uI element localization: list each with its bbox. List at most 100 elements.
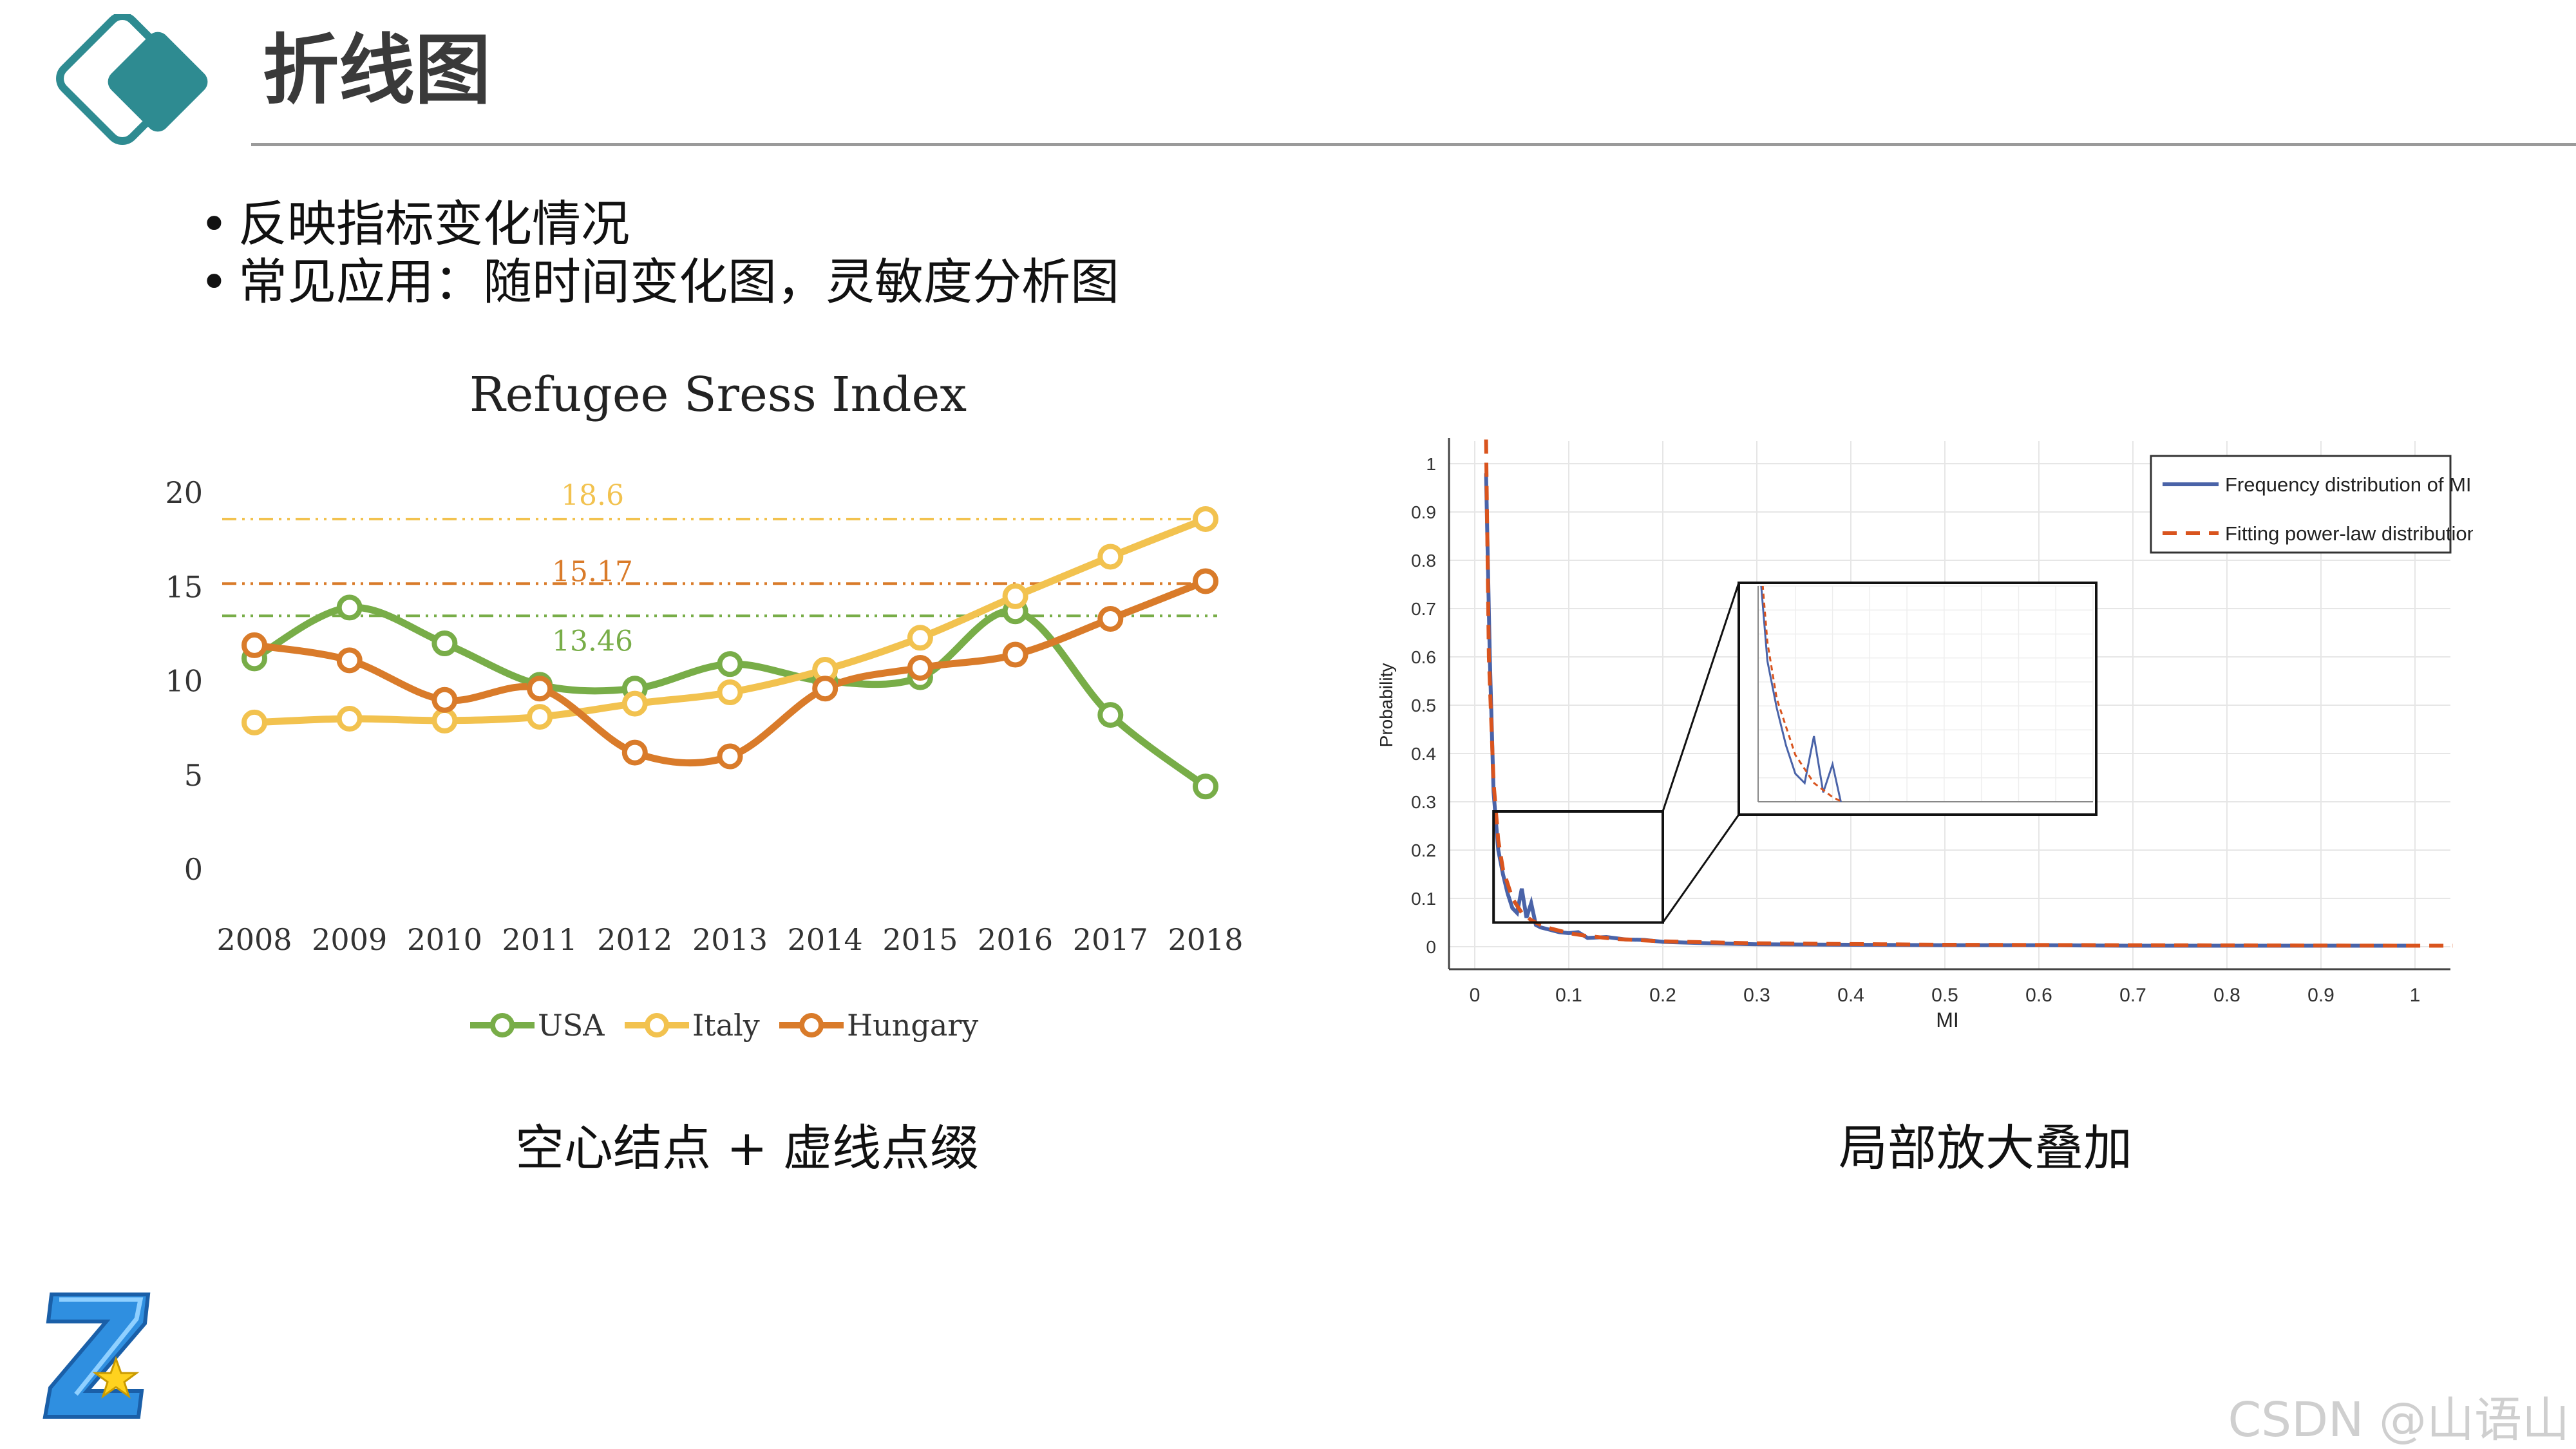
- z-star-logo-icon: [43, 1293, 151, 1419]
- header-logo: [52, 12, 232, 156]
- y-tick-label: 0.4: [1411, 744, 1436, 764]
- x-tick-label: 0.9: [2307, 985, 2334, 1006]
- bullet-item: • 反映指标变化情况: [200, 195, 630, 252]
- data-point-usa: [1097, 702, 1124, 728]
- data-point-hungary: [1097, 605, 1124, 632]
- legend-marker: [645, 1013, 669, 1037]
- x-tick-label: 2008: [216, 922, 292, 957]
- x-tick-label: 2014: [788, 922, 863, 957]
- y-tick-label: 0.5: [1411, 696, 1436, 715]
- zoom-region-box: [1492, 810, 1664, 924]
- legend-marker: [490, 1013, 515, 1037]
- data-point-italy: [1193, 506, 1218, 532]
- y-tick-label: 1: [1426, 454, 1436, 474]
- y-tick-label: 0.8: [1411, 551, 1436, 571]
- x-tick-label: 0.6: [2025, 985, 2052, 1006]
- reference-line-label: 13.46: [552, 625, 633, 658]
- y-tick-label: 0.9: [1411, 502, 1436, 522]
- left-chart-caption: 空心结点 + 虚线点缀: [515, 1119, 979, 1177]
- data-point-usa: [1193, 773, 1218, 800]
- x-tick-label: 0.8: [2213, 985, 2240, 1006]
- data-point-italy: [242, 709, 267, 735]
- y-tick-label: 0.1: [1411, 889, 1436, 909]
- y-tick-label: 0: [184, 852, 203, 887]
- slide-title: 折线图: [263, 26, 491, 115]
- data-point-hungary: [717, 743, 743, 770]
- footer-logo: [39, 1288, 161, 1423]
- inset-power-law-line: [1761, 586, 1844, 802]
- data-point-hungary: [812, 676, 838, 702]
- inset-frequency-line: [1760, 586, 1842, 802]
- legend-label: Italy: [692, 1008, 760, 1043]
- y-tick-label: 0.2: [1411, 840, 1436, 860]
- data-point-hungary: [1193, 568, 1218, 594]
- data-point-hungary: [431, 687, 458, 713]
- x-tick-label: 2013: [692, 922, 768, 957]
- reference-line-label: 15.17: [552, 555, 633, 588]
- x-tick-label: 0.7: [2119, 985, 2146, 1006]
- data-point-usa: [717, 651, 743, 677]
- data-point-italy: [527, 704, 553, 730]
- y-tick-label: 0.6: [1411, 647, 1436, 667]
- diamond-logo-icon: [56, 12, 208, 145]
- bullet-text: 反映指标变化情况: [238, 195, 630, 252]
- x-tick-label: 2018: [1168, 922, 1243, 957]
- x-tick-label: 0.3: [1743, 985, 1770, 1006]
- zoom-connector: [1662, 814, 1740, 923]
- y-tick-label: 15: [165, 569, 203, 604]
- legend-label: Frequency distribution of MI: [2225, 473, 2472, 496]
- data-point-hungary: [621, 739, 648, 766]
- y-axis-label: Probability: [1376, 663, 1396, 748]
- data-point-italy: [621, 690, 648, 717]
- refugee-line-chart: Refugee Sress Index 18.6 15.17 13.46 0 5 10 1…: [165, 367, 1243, 1043]
- data-point-italy: [431, 707, 458, 734]
- data-point-hungary: [242, 632, 267, 658]
- x-tick-label: 2011: [502, 922, 578, 957]
- x-tick-label: 0: [1470, 985, 1481, 1006]
- legend-label: USA: [538, 1008, 605, 1043]
- inset-zoom-panel: [1738, 582, 2098, 816]
- watermark: CSDN @山语山: [2228, 1392, 2570, 1448]
- x-tick-label: 0.5: [1931, 985, 1958, 1006]
- x-tick-label: 2012: [597, 922, 672, 957]
- legend-label: Fitting power-law distribution: [2225, 522, 2473, 545]
- x-tick-label: 1: [2410, 985, 2421, 1006]
- y-tick-label: 0.7: [1411, 599, 1436, 619]
- right-chart-caption: 局部放大叠加: [1839, 1119, 2132, 1177]
- reference-line-label: 18.6: [561, 479, 624, 512]
- data-point-italy: [1097, 544, 1124, 570]
- data-point-hungary: [527, 676, 553, 702]
- data-point-hungary: [336, 647, 363, 674]
- y-tick-label: 5: [184, 758, 203, 793]
- x-tick-label: 0.1: [1555, 985, 1582, 1006]
- zoom-connector: [1662, 582, 1740, 812]
- legend-marker: [799, 1013, 824, 1037]
- y-tick-label: 0.3: [1411, 792, 1436, 812]
- header-divider: [251, 143, 2576, 146]
- data-point-usa: [336, 594, 363, 621]
- data-point-usa: [431, 630, 458, 656]
- x-tick-label: 2017: [1073, 922, 1148, 957]
- chart-title: Refugee Sress Index: [469, 367, 967, 422]
- data-point-hungary: [1002, 641, 1028, 668]
- legend-box: [2150, 455, 2452, 554]
- x-tick-label: 2016: [978, 922, 1053, 957]
- y-tick-label: 0: [1426, 937, 1436, 957]
- x-axis-label: MI: [1936, 1009, 1959, 1032]
- data-point-italy: [336, 706, 363, 732]
- x-tick-label: 0.2: [1649, 985, 1676, 1006]
- bullet-item: • 常见应用：随时间变化图，灵敏度分析图: [200, 253, 1119, 310]
- legend-label: Hungary: [847, 1008, 978, 1043]
- x-tick-label: 0.4: [1837, 985, 1864, 1006]
- x-tick-label: 2010: [407, 922, 482, 957]
- bullet-text: 常见应用：随时间变化图，灵敏度分析图: [238, 253, 1119, 310]
- data-point-hungary: [907, 655, 933, 681]
- data-point-italy: [717, 679, 743, 706]
- x-tick-label: 2009: [312, 922, 387, 957]
- power-law-fit-line: [1484, 439, 2453, 948]
- data-point-italy: [1002, 583, 1028, 609]
- y-tick-label: 10: [165, 664, 203, 699]
- x-tick-label: 2015: [882, 922, 958, 957]
- data-point-italy: [907, 625, 933, 651]
- mi-distribution-chart: 0 0.1 0.2 0.3 0.4 0.5 0.6 0.7 0.8 0.9 1 0 0.1 0.2 0.3 0…: [1376, 438, 2473, 1032]
